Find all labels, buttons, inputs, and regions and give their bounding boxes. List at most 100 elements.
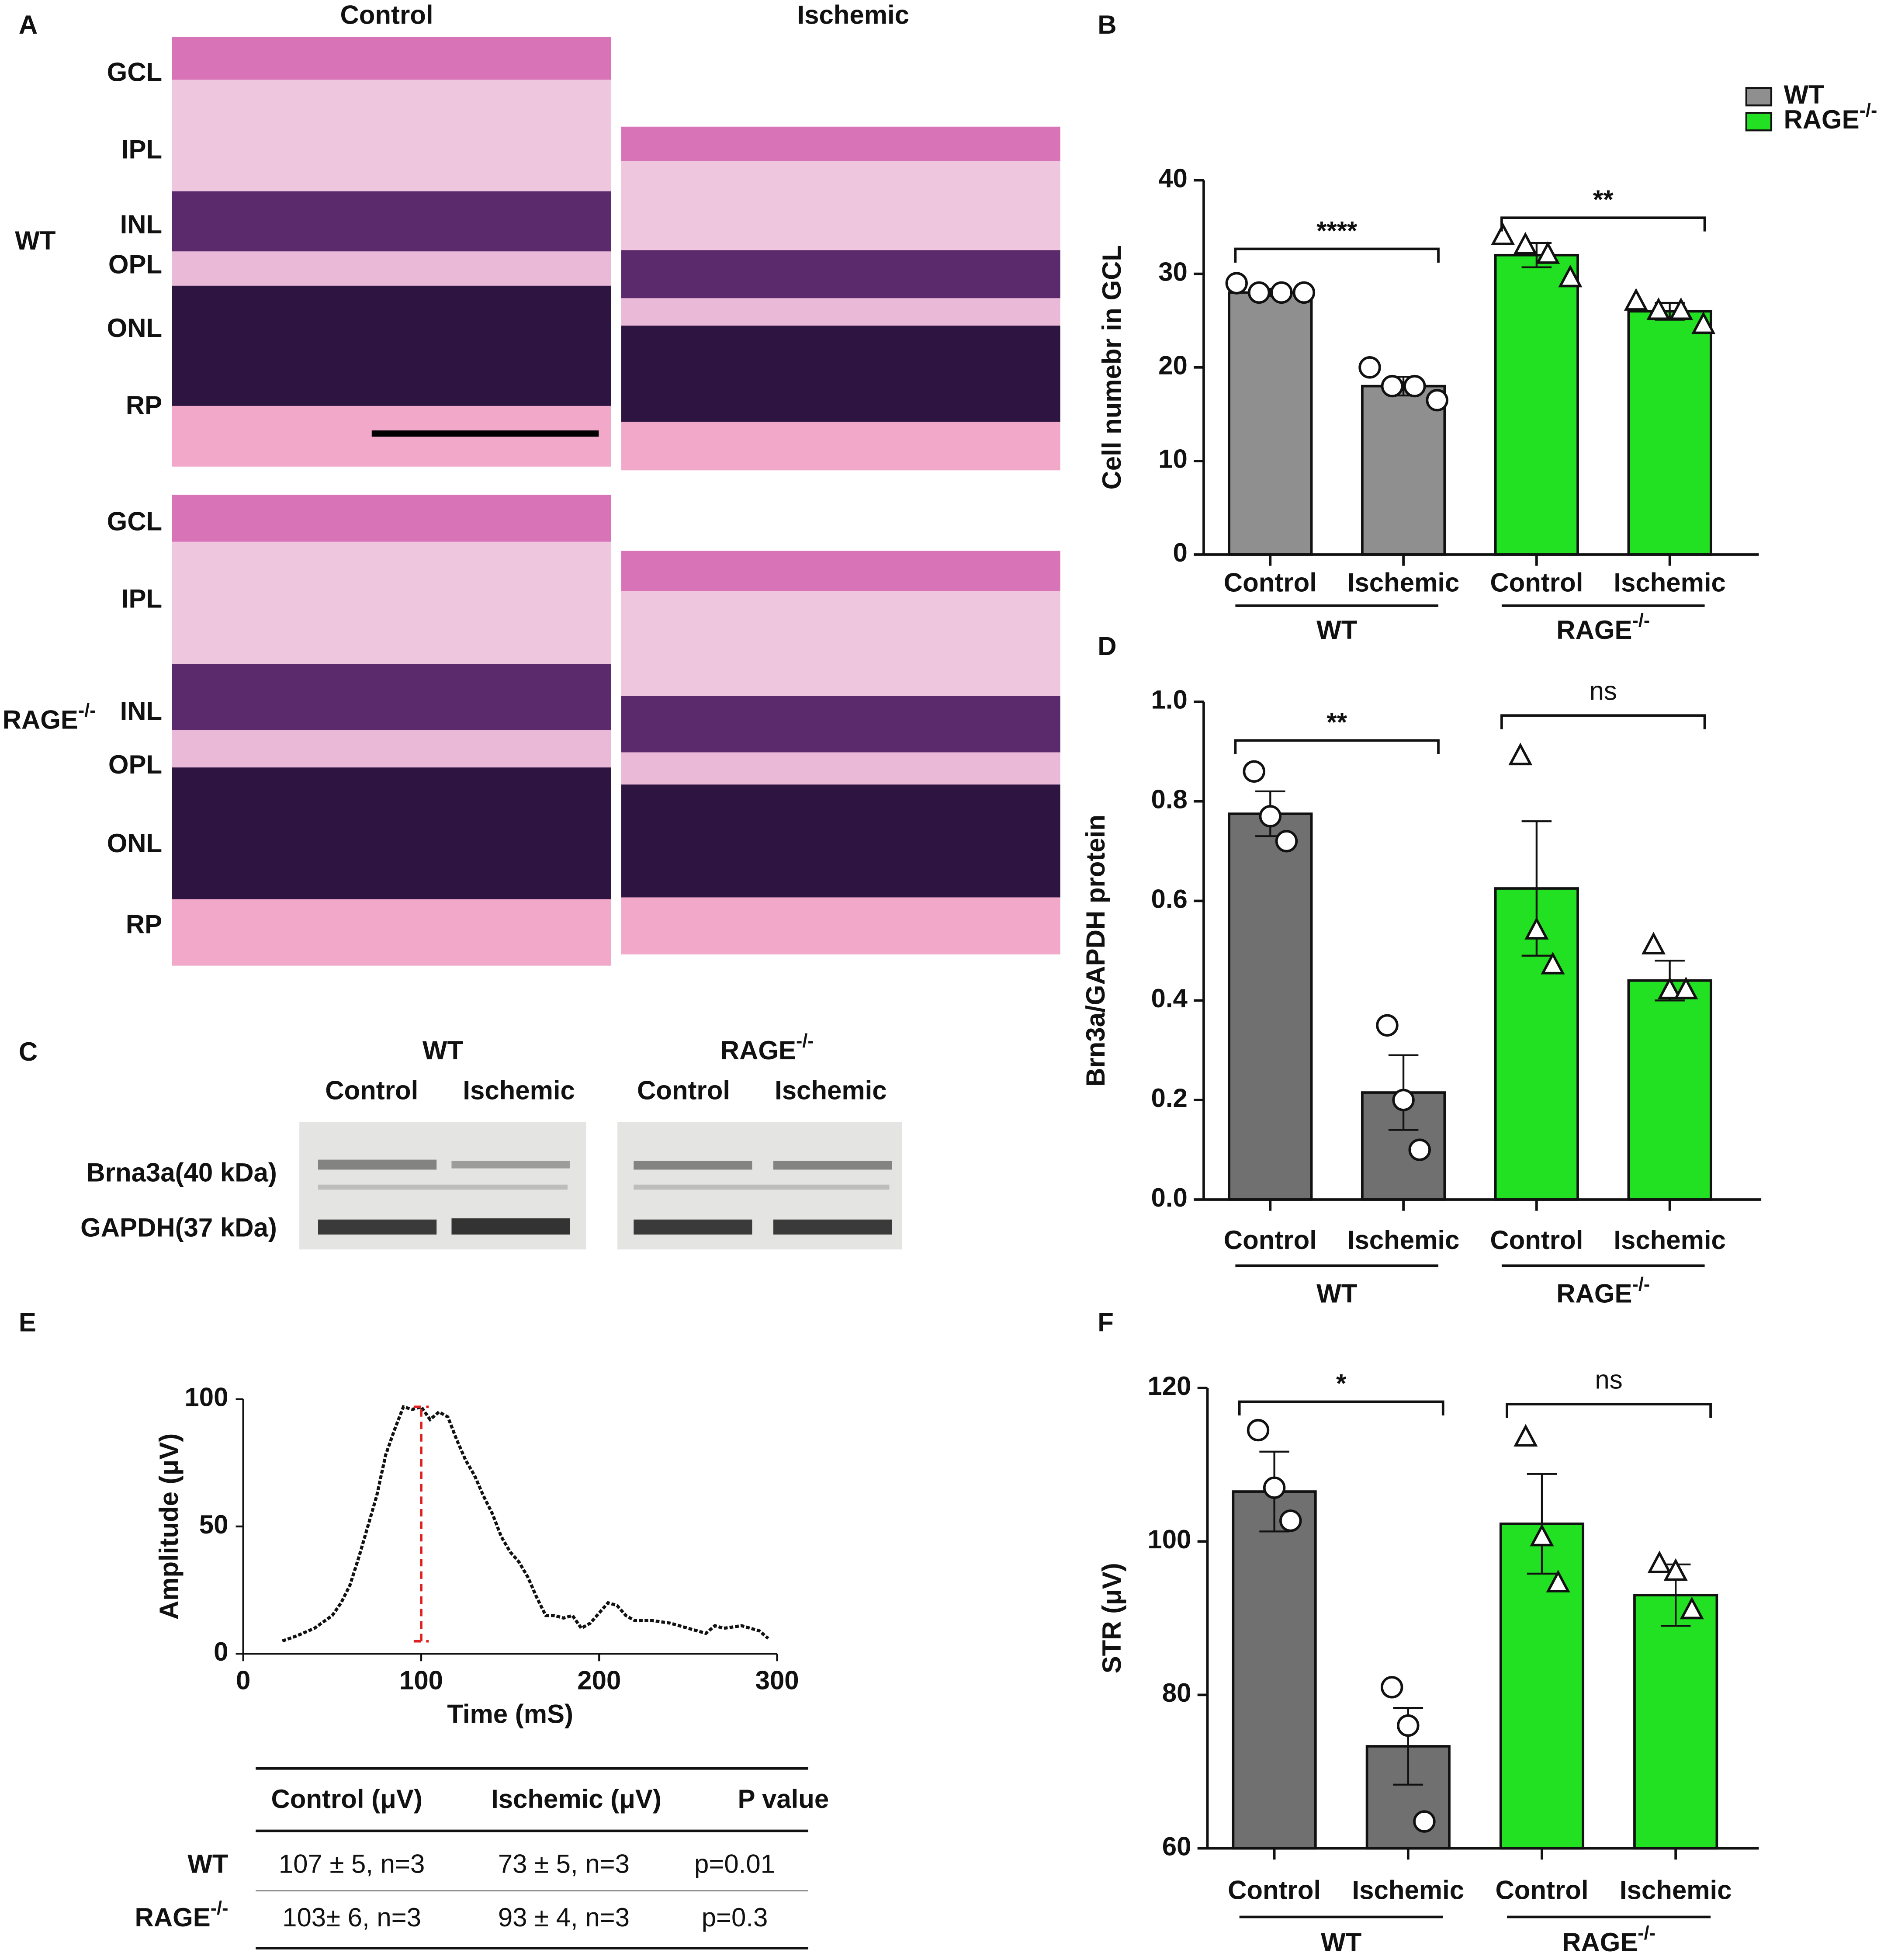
blot-lane: Control: [325, 1075, 418, 1105]
data-point: [1247, 1419, 1270, 1442]
data-point: [1279, 1509, 1302, 1532]
group-label: RAGE-/-: [1556, 611, 1650, 645]
x-tick-label: Ischemic: [1620, 1875, 1732, 1904]
significance-bracket: [1234, 247, 1440, 263]
x-tick-label: Control: [1228, 1875, 1321, 1904]
significance-bracket: [1506, 1403, 1712, 1418]
panel-label: E: [19, 1308, 36, 1337]
data-point: [1376, 1014, 1399, 1037]
table-cell: 93 ± 4, n=3: [498, 1903, 630, 1932]
tissue-layer: [172, 251, 611, 287]
layer-label: GCL: [107, 58, 163, 87]
panel-label: C: [19, 1037, 38, 1066]
group-label: WT: [1316, 615, 1357, 645]
table-cell: 107 ± 5, n=3: [279, 1849, 425, 1878]
data-point: [1381, 375, 1404, 398]
significance-label: ****: [1316, 216, 1358, 245]
significance-bracket: [1500, 216, 1706, 232]
x-tick-label: Control: [1224, 1225, 1317, 1255]
tissue-layer: [172, 730, 611, 768]
table-cell: 73 ± 5, n=3: [498, 1849, 630, 1878]
group-label: WT: [1316, 1279, 1357, 1308]
significance-label: **: [1593, 185, 1614, 214]
tissue-layer: [621, 752, 1060, 785]
bar: [1633, 1594, 1718, 1850]
column-title: Control: [340, 0, 433, 29]
y-tick-label: 30: [1158, 257, 1188, 286]
legend-label: RAGE-/-: [1784, 100, 1877, 134]
data-point: [1541, 951, 1565, 975]
group-label: RAGE-/-: [1556, 1274, 1650, 1308]
data-point: [1530, 1523, 1554, 1547]
data-point: [1247, 281, 1271, 304]
table-row-label: RAGE-/-: [135, 1898, 229, 1932]
data-point: [1380, 1676, 1403, 1699]
row-label: WT: [15, 226, 55, 255]
y-tick-label: 100: [184, 1383, 228, 1412]
data-point: [1535, 241, 1560, 264]
tissue-layer: [172, 664, 611, 731]
y-axis-label: STR (μV): [1097, 1563, 1126, 1673]
panel-label: F: [1098, 1308, 1114, 1337]
data-point: [1641, 932, 1666, 955]
group-label: WT: [1321, 1928, 1361, 1957]
row-label: RAGE-/-: [3, 700, 96, 734]
data-point: [1513, 232, 1538, 255]
data-point: [1243, 760, 1265, 783]
blot-group: RAGE-/-: [720, 1031, 814, 1065]
blot-lane: Control: [637, 1075, 730, 1105]
x-tick-label: Control: [1224, 568, 1317, 597]
y-tick-label: 60: [1162, 1832, 1191, 1861]
layer-label: RP: [126, 391, 162, 420]
data-point: [1508, 742, 1533, 766]
tissue-layer: [172, 37, 611, 80]
tissue-layer: [621, 784, 1060, 898]
data-point: [1270, 281, 1293, 304]
data-point: [1546, 1570, 1570, 1592]
layer-label: INL: [120, 696, 163, 725]
blot-lane: Ischemic: [775, 1075, 887, 1105]
tissue-layer: [172, 80, 611, 192]
histology-image: [621, 126, 1060, 471]
panel-label: A: [19, 10, 38, 39]
blot-image: [299, 1122, 902, 1250]
y-axis-label: Amplitude (μV): [154, 1433, 184, 1620]
data-point: [1647, 1551, 1672, 1573]
x-tick-label: Ischemic: [1614, 568, 1726, 597]
data-point: [1403, 375, 1426, 398]
y-tick-label: 1.0: [1151, 685, 1188, 715]
y-tick-label: 0: [1173, 538, 1188, 567]
data-point: [1658, 976, 1682, 999]
tissue-layer: [621, 591, 1060, 697]
data-point: [1669, 297, 1693, 320]
table-cell: 103± 6, n=3: [282, 1903, 421, 1932]
tissue-layer: [172, 899, 611, 966]
data-point: [1691, 311, 1716, 334]
tissue-layer: [621, 897, 1060, 954]
layer-label: ONL: [107, 829, 163, 858]
y-tick-label: 120: [1147, 1371, 1191, 1401]
table-header: Ischemic (μV): [491, 1784, 662, 1814]
data-point: [1426, 389, 1448, 412]
table-header: P value: [738, 1784, 829, 1814]
y-axis-label: Cell numebr in GCL: [1097, 245, 1126, 489]
y-tick-label: 80: [1162, 1678, 1191, 1707]
table-cell: p=0.3: [702, 1903, 768, 1932]
table-header: Control (μV): [271, 1784, 423, 1814]
table-cell: p=0.01: [694, 1849, 775, 1878]
tissue-layer: [621, 161, 1060, 251]
x-tick-label: Ischemic: [1614, 1225, 1726, 1255]
x-tick-label: Control: [1490, 568, 1583, 597]
panel-label: D: [1098, 631, 1116, 661]
y-tick-label: 10: [1158, 444, 1188, 474]
x-tick-label: 200: [577, 1666, 621, 1695]
data-point: [1558, 264, 1583, 288]
bar: [1627, 979, 1712, 1201]
blot-group: WT: [423, 1036, 463, 1065]
bar: [1228, 291, 1313, 556]
tissue-layer: [621, 326, 1060, 423]
data-point: [1513, 1424, 1538, 1447]
data-point: [1392, 1089, 1415, 1111]
tissue-layer: [621, 551, 1060, 592]
